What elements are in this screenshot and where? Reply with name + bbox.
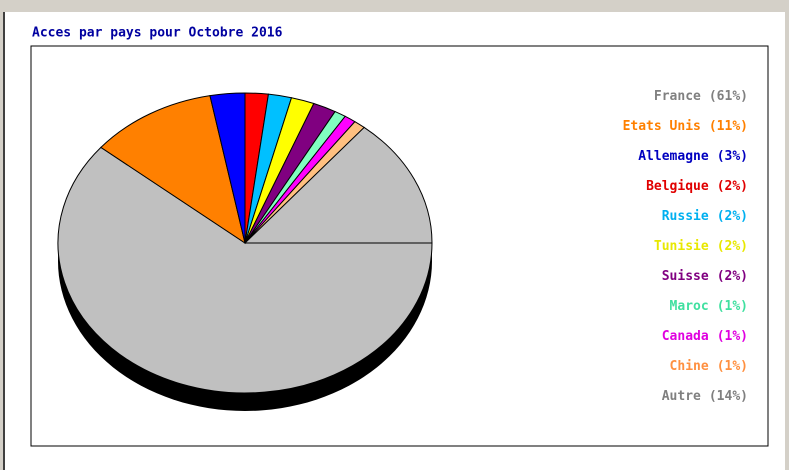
pie-slice xyxy=(57,146,433,394)
legend-name: Allemagne xyxy=(638,149,709,164)
legend-entry: Suisse (2%) xyxy=(662,269,748,284)
legend-name: Maroc xyxy=(670,299,709,314)
legend-percent: (14%) xyxy=(709,389,748,404)
legend-entry: Autre (14%) xyxy=(662,389,748,404)
legend-entry: Belgique (2%) xyxy=(646,179,748,194)
legend-percent: (2%) xyxy=(717,239,748,254)
legend-percent: (2%) xyxy=(717,209,748,224)
legend-entry: France (61%) xyxy=(654,89,748,104)
legend-name: Tunisie xyxy=(654,239,709,254)
legend-entry: Russie (2%) xyxy=(662,209,748,224)
legend-percent: (1%) xyxy=(717,359,748,374)
legend-percent: (11%) xyxy=(709,119,748,134)
chart-title: Acces par pays pour Octobre 2016 xyxy=(32,26,283,41)
legend-entry: Chine (1%) xyxy=(670,359,748,374)
pie-slice xyxy=(100,95,246,245)
legend-entry: Etats Unis (11%) xyxy=(623,119,748,134)
legend-name: Belgique xyxy=(646,179,709,194)
legend-entry: Canada (1%) xyxy=(662,329,748,344)
legend-percent: (61%) xyxy=(709,89,748,104)
legend-name: Chine xyxy=(670,359,709,374)
legend-name: Etats Unis xyxy=(623,119,701,134)
legend-name: Suisse xyxy=(662,269,709,284)
legend-name: Russie xyxy=(662,209,709,224)
legend-percent: (1%) xyxy=(717,299,748,314)
legend-percent: (3%) xyxy=(717,149,748,164)
pie-slice xyxy=(243,126,433,244)
legend-entry: Maroc (1%) xyxy=(670,299,748,314)
legend-entry: Allemagne (3%) xyxy=(638,149,748,164)
legend-name: Canada xyxy=(662,329,709,344)
legend-entry: Tunisie (2%) xyxy=(654,239,748,254)
legend-name: Autre xyxy=(662,389,701,404)
legend-name: France xyxy=(654,89,701,104)
legend-percent: (1%) xyxy=(717,329,748,344)
legend-percent: (2%) xyxy=(717,179,748,194)
legend-percent: (2%) xyxy=(717,269,748,284)
